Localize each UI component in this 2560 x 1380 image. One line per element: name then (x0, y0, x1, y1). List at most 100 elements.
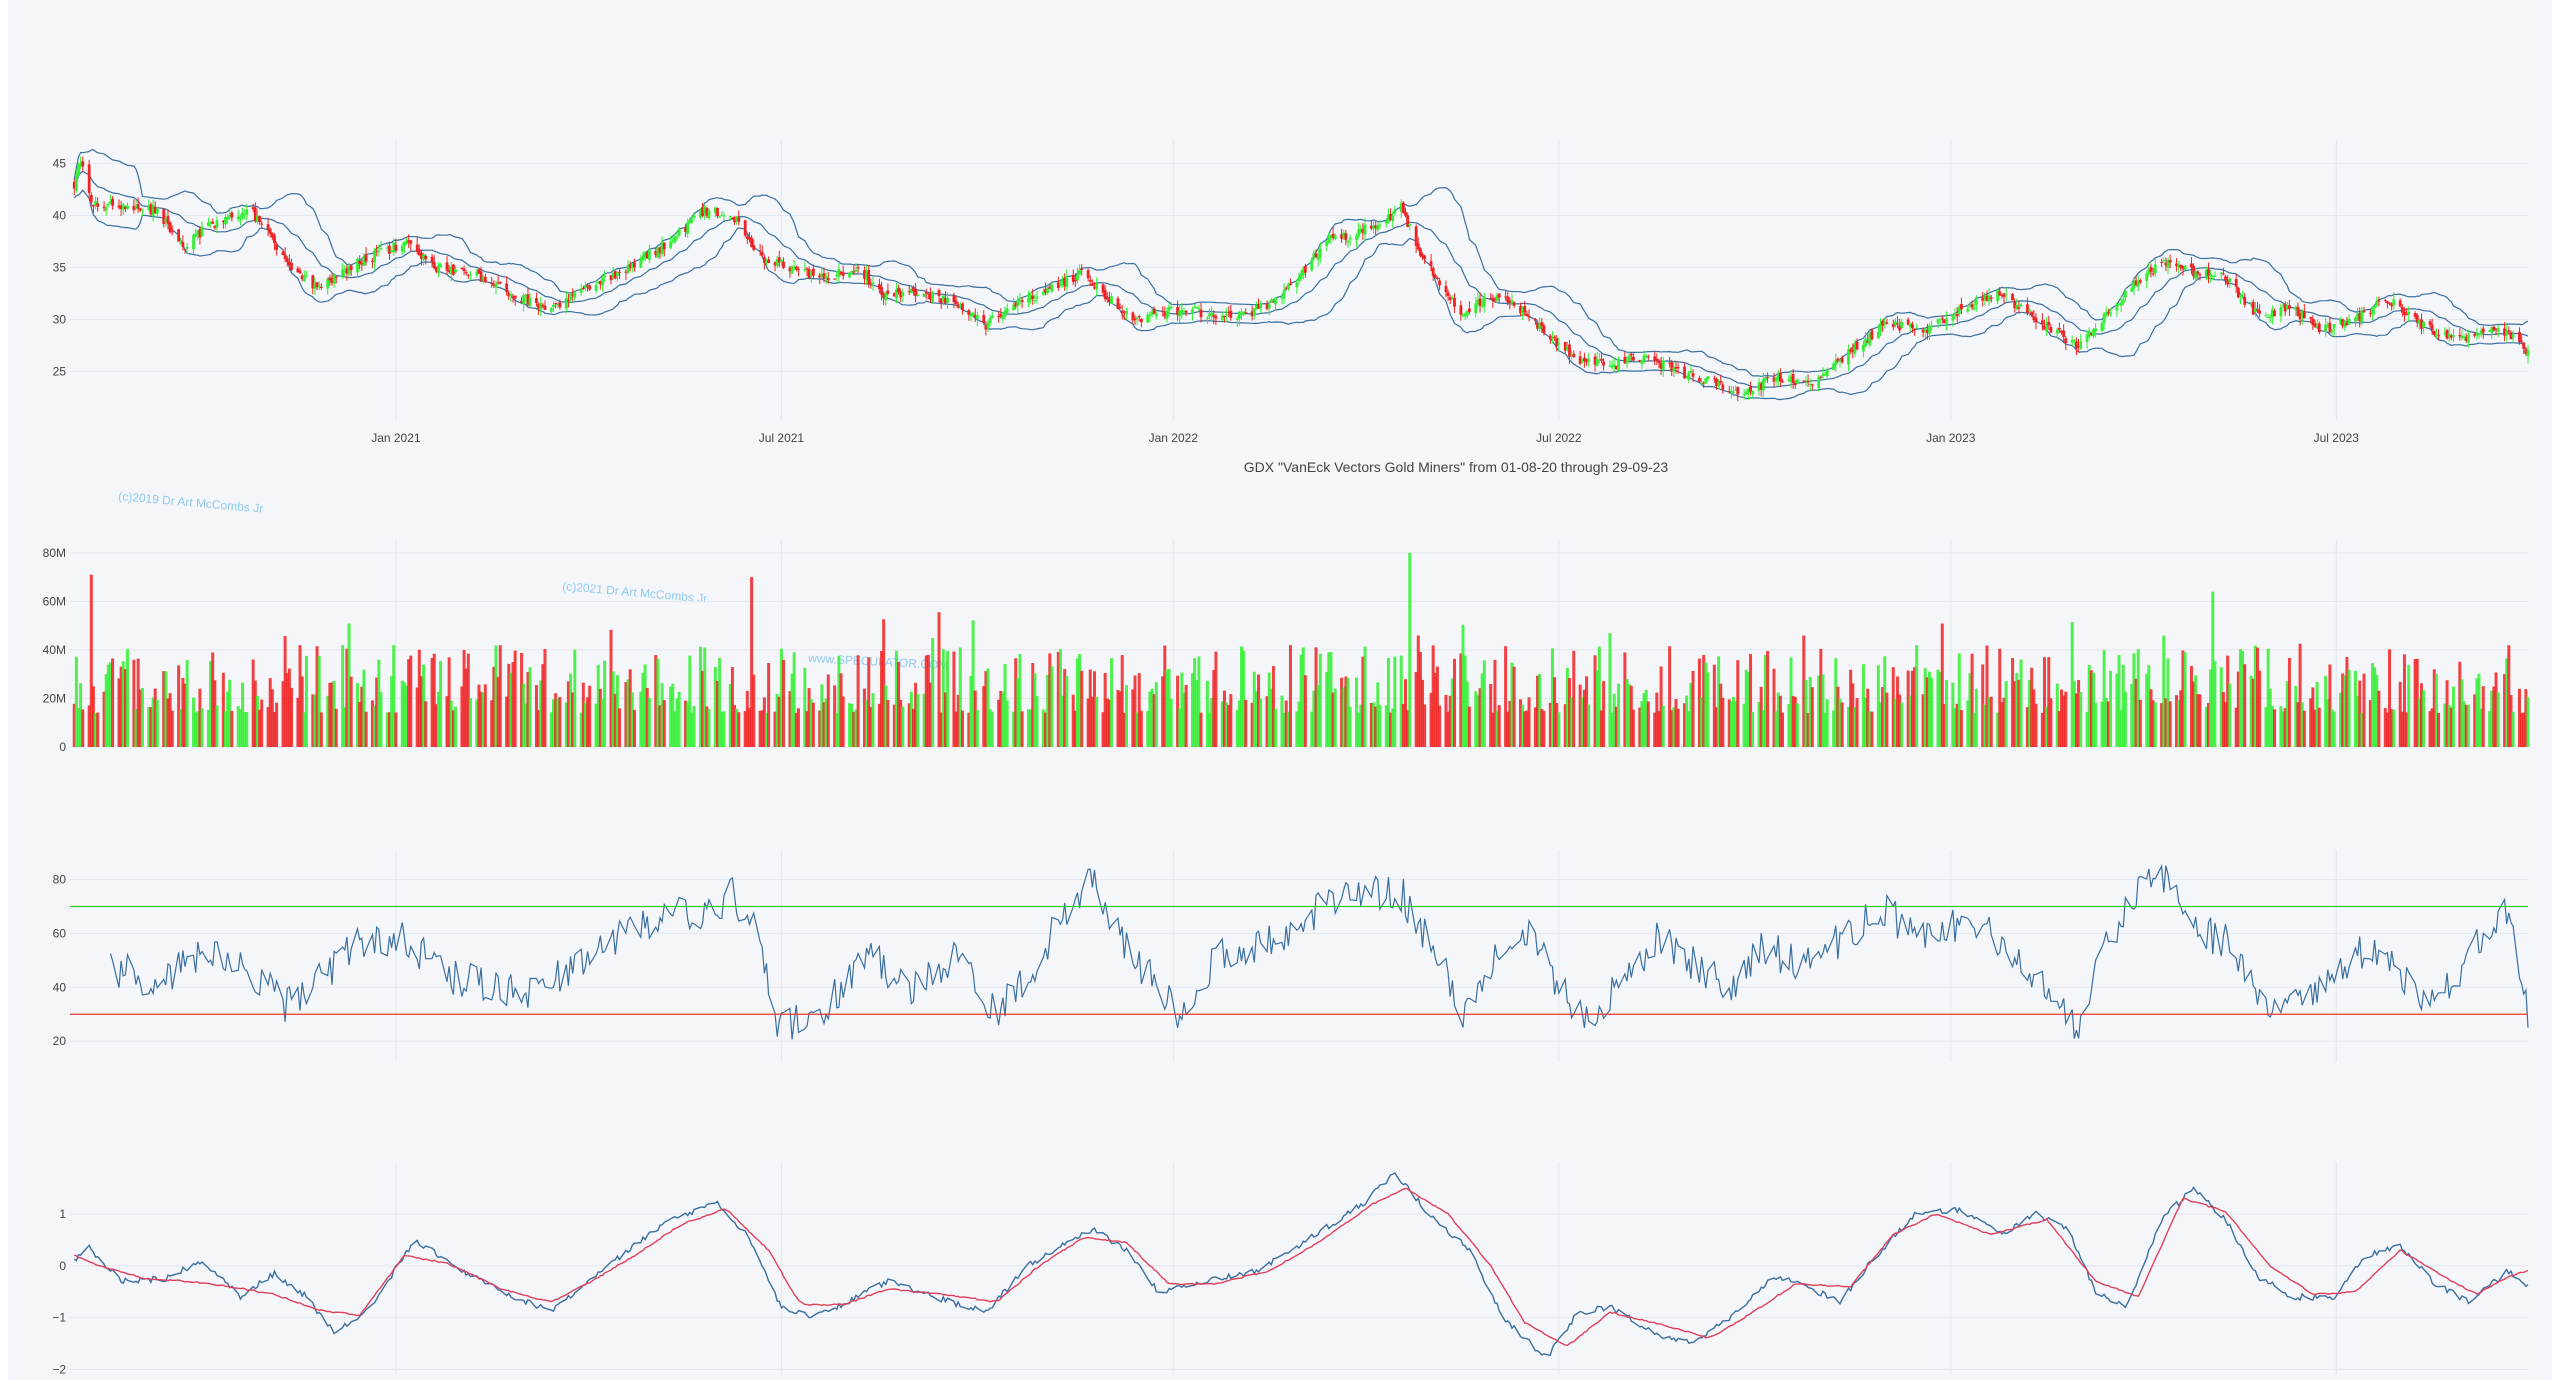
candle-down (2075, 341, 2078, 349)
volume-bar-down (973, 690, 977, 747)
volume-bar-down (272, 712, 276, 747)
candle-down (1212, 315, 1216, 317)
candle-up (2407, 312, 2411, 315)
volume-bar-up (1966, 700, 1970, 747)
volume-bar-up (1408, 552, 1412, 747)
candle-up (356, 258, 359, 273)
candle-down (92, 204, 95, 207)
candle-up (1510, 300, 1514, 304)
volume-bar-down (2138, 699, 2142, 747)
candle-down (1766, 377, 1769, 379)
candle-up (1005, 308, 1009, 313)
watermark-1: (c)2019 Dr Art McCombs Jr (118, 489, 264, 516)
volume-bar-up (1225, 702, 1229, 747)
volume-bar-up (1386, 657, 1390, 747)
candle-down (1563, 341, 1567, 351)
candle-down (1506, 296, 1510, 303)
candle-up (243, 214, 247, 216)
candle-down (1810, 384, 1814, 386)
volume-bar-down (1913, 667, 1917, 747)
candle-down (750, 237, 753, 248)
candle-up (2145, 273, 2149, 282)
candle-up (718, 216, 722, 218)
candle-up (2136, 280, 2140, 288)
candle-up (74, 174, 78, 191)
volume-bar-down (2309, 698, 2313, 747)
candle-down (1772, 377, 1776, 382)
volume-bar-up (1687, 711, 1691, 747)
volume-bar-down (319, 712, 323, 747)
candle-down (360, 262, 364, 265)
volume-bar-down (2420, 683, 2424, 747)
candle-down (1819, 376, 1823, 378)
volume-bar-up (1269, 688, 1273, 747)
volume-bar-up (2330, 709, 2334, 747)
candle-up (2130, 287, 2134, 292)
candle-up (1399, 202, 1403, 212)
volume-bar-down (2432, 669, 2436, 747)
volume-bar-up (2268, 688, 2272, 747)
candle-up (1476, 299, 1480, 304)
candle-up (1125, 310, 1128, 314)
candle-down (897, 287, 900, 293)
candle-down (1602, 361, 1605, 366)
volume-bar-down (466, 653, 470, 747)
candle-down (1314, 253, 1318, 258)
candle-up (699, 209, 702, 218)
volume-bar-up (1391, 708, 1395, 747)
volume-bar-down (1523, 711, 1527, 747)
volume-bar-down (952, 651, 956, 747)
candle-up (1193, 306, 1197, 308)
volume-bar-up (2091, 672, 2095, 747)
volume-bar-down (1139, 710, 1143, 747)
candle-down (1898, 325, 1902, 331)
candle-up (241, 212, 244, 217)
volume-bar-up (2132, 653, 2136, 747)
volume-bar-down (1585, 676, 1589, 747)
candle-down (89, 194, 93, 203)
volume-bar-up (2360, 712, 2364, 747)
candle-up (1154, 313, 1158, 317)
volume-bar-up (1968, 673, 1972, 747)
volume-bar-down (1250, 702, 1254, 747)
volume-bar-up (439, 661, 443, 747)
candle-down (1063, 277, 1067, 287)
volume-bar-up (850, 703, 854, 747)
candle-down (466, 274, 470, 276)
volume-bar-down (1898, 694, 1902, 747)
candle-down (2362, 311, 2366, 313)
volume-bar-down (2255, 647, 2259, 747)
candle-up (1001, 316, 1005, 319)
volume-bar-up (1878, 702, 1882, 747)
volume-bar-up (1804, 680, 1808, 747)
volume-bar-up (1333, 688, 1337, 747)
volume-bar-down (1118, 691, 1122, 747)
volume-bar-down (892, 704, 896, 747)
volume-bar-down (2509, 695, 2513, 747)
candle-down (275, 243, 279, 250)
volume-bar-down (2317, 707, 2321, 747)
candle-down (1080, 268, 1084, 270)
volume-bar-down (1048, 653, 1052, 747)
candle-up (539, 302, 543, 310)
volume-bar-up (779, 648, 783, 747)
candle-up (209, 222, 212, 224)
candle-up (2211, 275, 2215, 277)
volume-bar-up (228, 679, 232, 747)
volume-bar-up (509, 672, 513, 747)
candle-up (643, 252, 647, 259)
candle-down (654, 250, 658, 256)
volume-bar-down (511, 662, 515, 747)
candle-down (2077, 345, 2080, 348)
candle-up (1987, 295, 1991, 302)
volume-bar-down (2160, 703, 2164, 747)
volume-bar-up (104, 674, 108, 747)
volume-bar-down (1519, 699, 1523, 747)
volume-bar-up (1557, 712, 1561, 747)
volume-bar-up (1193, 658, 1197, 747)
volume-bar-down (2025, 707, 2029, 747)
volume-bar-down (613, 693, 617, 747)
candle-down (87, 164, 91, 193)
candle-down (863, 270, 866, 279)
volume-bar-up (677, 691, 681, 747)
